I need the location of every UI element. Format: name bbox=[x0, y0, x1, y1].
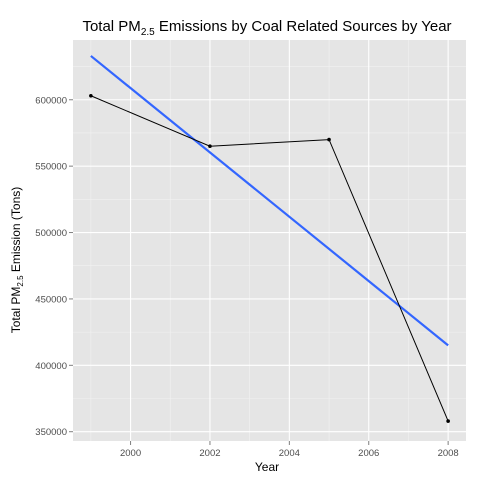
trend-layer bbox=[90, 55, 449, 347]
y-tick-label: 600000 bbox=[35, 95, 67, 106]
series-line bbox=[90, 95, 449, 422]
data-point bbox=[89, 93, 93, 98]
series-layer bbox=[89, 93, 450, 423]
y-tick-label: 400000 bbox=[35, 361, 67, 372]
data-point bbox=[327, 137, 331, 142]
x-tick-label: 2006 bbox=[358, 448, 379, 459]
data-point bbox=[446, 419, 450, 423]
plot-panel bbox=[73, 40, 466, 441]
x-tick-label: 2000 bbox=[120, 448, 141, 459]
trend-line bbox=[90, 55, 449, 347]
y-tick-label: 550000 bbox=[35, 162, 67, 173]
x-tick-label: 2004 bbox=[279, 448, 300, 459]
y-tick-label: 350000 bbox=[35, 427, 67, 438]
y-tick-label: 500000 bbox=[35, 228, 67, 239]
data-point bbox=[208, 144, 212, 149]
minor-gridlines bbox=[73, 40, 466, 441]
chart-title: Total PM2.5 Emissions by Coal Related So… bbox=[82, 18, 451, 38]
y-axis-title: Total PM2.5 Emission (Tons) bbox=[9, 187, 25, 334]
x-tick-label: 2008 bbox=[438, 448, 459, 459]
x-axis: 2000 2002 2004 2006 2008 bbox=[120, 441, 459, 459]
x-tick-label: 2002 bbox=[199, 448, 220, 459]
y-tick-label: 450000 bbox=[35, 294, 67, 305]
x-axis-title: Year bbox=[255, 460, 279, 474]
y-axis: 350000 400000 450000 500000 550000 600000 bbox=[35, 95, 73, 438]
major-gridlines bbox=[73, 40, 466, 441]
